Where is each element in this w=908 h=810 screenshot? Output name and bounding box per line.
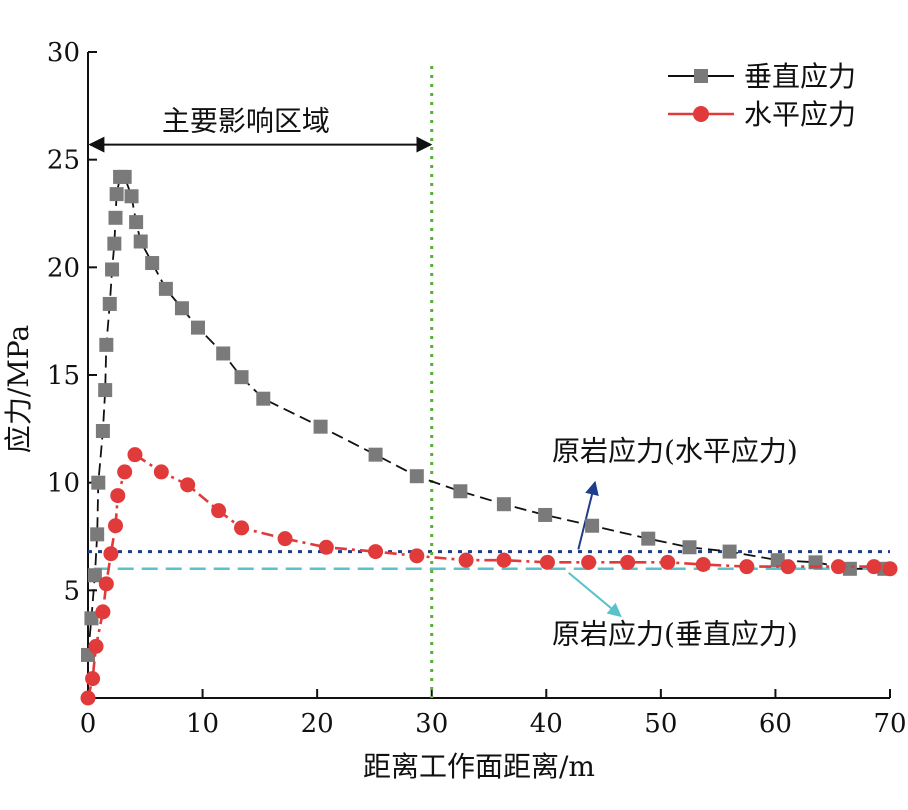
horizontal-stress-point xyxy=(882,561,898,577)
y-tick-label: 5 xyxy=(63,576,80,606)
y-tick-label: 30 xyxy=(47,38,80,68)
x-tick-label: 10 xyxy=(186,709,219,739)
horizontal-stress-point xyxy=(318,539,334,555)
vertical-stress-point xyxy=(641,531,656,546)
horizontal-stress-point xyxy=(153,464,169,480)
horizontal-stress-point xyxy=(620,554,636,570)
vertical-stress-point xyxy=(190,320,205,335)
legend-marker-horizontal-stress xyxy=(693,106,709,122)
horizontal-stress-point xyxy=(180,477,196,493)
horizontal-stress-point xyxy=(95,604,111,620)
horizontal-stress-point xyxy=(780,559,796,575)
vertical-stress-point xyxy=(722,544,737,559)
horizontal-stress-point xyxy=(211,503,227,519)
x-tick-label: 30 xyxy=(415,709,448,739)
x-tick-label: 70 xyxy=(873,709,906,739)
horizontal-stress-point xyxy=(739,559,755,575)
x-tick-label: 20 xyxy=(301,709,334,739)
horizontal-stress-point xyxy=(539,554,555,570)
vertical-stress-point xyxy=(368,447,383,462)
legend-label-vertical-stress: 垂直应力 xyxy=(744,60,856,93)
vertical-stress-point xyxy=(91,475,106,490)
vertical-reference-label: 原岩应力(垂直应力) xyxy=(552,617,798,650)
x-tick-label: 60 xyxy=(759,709,792,739)
vertical-stress-point xyxy=(409,469,424,484)
vertical-stress-point xyxy=(95,423,110,438)
vertical-stress-point xyxy=(124,189,139,204)
horizontal-stress-point xyxy=(695,556,711,572)
vertical-stress-point xyxy=(102,296,117,311)
vertical-stress-point xyxy=(453,484,468,499)
legend-label-horizontal-stress: 水平应力 xyxy=(744,98,856,131)
horizontal-stress-point xyxy=(88,638,104,654)
horizontal-stress-point xyxy=(409,548,425,564)
vertical-stress-point xyxy=(109,187,124,202)
vertical-stress-point xyxy=(84,611,99,626)
vertical-stress-point xyxy=(496,497,511,512)
vertical-stress-point xyxy=(87,568,102,583)
horizontal-stress-point xyxy=(581,554,597,570)
horizontal-reference-arrow xyxy=(577,480,599,550)
series-line-horizontal-stress xyxy=(86,452,891,699)
horizontal-stress-point xyxy=(117,464,133,480)
vertical-stress-point xyxy=(129,215,144,230)
horizontal-stress-point xyxy=(277,531,293,547)
horizontal-stress-point xyxy=(458,552,474,568)
horizontal-stress-point xyxy=(234,520,250,536)
x-tick-label: 40 xyxy=(530,709,563,739)
horizontal-stress-point xyxy=(98,576,114,592)
vertical-stress-point xyxy=(256,391,271,406)
vertical-stress-point xyxy=(538,507,553,522)
horizontal-stress-point xyxy=(80,690,96,706)
horizontal-stress-point xyxy=(866,559,882,575)
vertical-stress-point xyxy=(234,370,249,385)
vertical-stress-point xyxy=(98,383,113,398)
y-axis-title: 应力/MPa xyxy=(2,325,35,453)
plot-area: 0 10 20 30 40 50 60 70 5 10 15 20 25 30 xyxy=(47,38,907,739)
series-line-vertical-stress xyxy=(87,176,885,655)
y-tick-label: 25 xyxy=(47,146,80,176)
horizontal-stress-point xyxy=(830,559,846,575)
horizontal-stress-point xyxy=(110,488,126,504)
vertical-stress-point xyxy=(105,262,120,277)
y-tick-label: 20 xyxy=(47,253,80,283)
y-tick-label: 15 xyxy=(47,361,80,391)
horizontal-stress-point xyxy=(496,552,512,568)
horizontal-stress-point xyxy=(107,518,123,534)
vertical-stress-point xyxy=(174,301,189,316)
vertical-stress-point xyxy=(145,256,160,271)
horizontal-stress-point xyxy=(127,447,143,463)
horizontal-stress-point xyxy=(368,544,384,560)
vertical-stress-point xyxy=(107,236,122,251)
vertical-stress-point xyxy=(90,527,105,542)
vertical-stress-point xyxy=(216,346,231,361)
vertical-stress-point xyxy=(99,337,114,352)
vertical-stress-point xyxy=(585,518,600,533)
influence-zone-label: 主要影响区域 xyxy=(162,105,330,138)
horizontal-stress-point xyxy=(103,546,119,562)
x-tick-label: 0 xyxy=(80,709,97,739)
x-axis-title: 距离工作面距离/m xyxy=(363,750,595,783)
vertical-stress-point xyxy=(133,234,148,249)
vertical-reference-arrow xyxy=(568,572,622,618)
legend: 垂直应力 水平应力 xyxy=(668,60,856,131)
horizontal-stress-point xyxy=(85,671,101,687)
vertical-stress-point xyxy=(108,210,123,225)
vertical-stress-point xyxy=(682,540,697,555)
vertical-stress-point xyxy=(117,169,132,184)
vertical-stress-point xyxy=(158,281,173,296)
horizontal-reference-label: 原岩应力(水平应力) xyxy=(552,434,798,467)
y-tick-label: 10 xyxy=(47,469,80,499)
legend-marker-vertical-stress xyxy=(694,69,708,83)
x-tick-label: 50 xyxy=(644,709,677,739)
vertical-stress-point xyxy=(313,419,328,434)
horizontal-stress-point xyxy=(660,554,676,570)
